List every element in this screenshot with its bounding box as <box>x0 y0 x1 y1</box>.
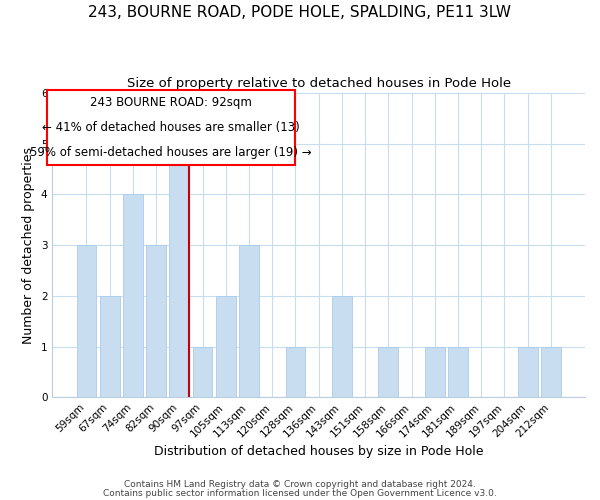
Bar <box>448 346 468 397</box>
Bar <box>146 245 166 397</box>
Bar <box>425 346 445 397</box>
Text: Contains public sector information licensed under the Open Government Licence v3: Contains public sector information licen… <box>103 489 497 498</box>
Bar <box>169 144 189 397</box>
Bar <box>286 346 305 397</box>
FancyBboxPatch shape <box>47 90 295 164</box>
Bar <box>77 245 97 397</box>
Text: ← 41% of detached houses are smaller (13): ← 41% of detached houses are smaller (13… <box>42 121 300 134</box>
Bar <box>332 296 352 397</box>
X-axis label: Distribution of detached houses by size in Pode Hole: Distribution of detached houses by size … <box>154 444 484 458</box>
Bar <box>123 194 143 397</box>
Bar <box>100 296 119 397</box>
Text: 59% of semi-detached houses are larger (19) →: 59% of semi-detached houses are larger (… <box>30 146 311 158</box>
Title: Size of property relative to detached houses in Pode Hole: Size of property relative to detached ho… <box>127 78 511 90</box>
Bar <box>193 346 212 397</box>
Bar <box>379 346 398 397</box>
Bar <box>216 296 236 397</box>
Y-axis label: Number of detached properties: Number of detached properties <box>22 146 35 344</box>
Bar <box>541 346 561 397</box>
Bar <box>239 245 259 397</box>
Bar <box>518 346 538 397</box>
Text: 243, BOURNE ROAD, PODE HOLE, SPALDING, PE11 3LW: 243, BOURNE ROAD, PODE HOLE, SPALDING, P… <box>89 5 511 20</box>
Text: Contains HM Land Registry data © Crown copyright and database right 2024.: Contains HM Land Registry data © Crown c… <box>124 480 476 489</box>
Text: 243 BOURNE ROAD: 92sqm: 243 BOURNE ROAD: 92sqm <box>90 96 252 109</box>
